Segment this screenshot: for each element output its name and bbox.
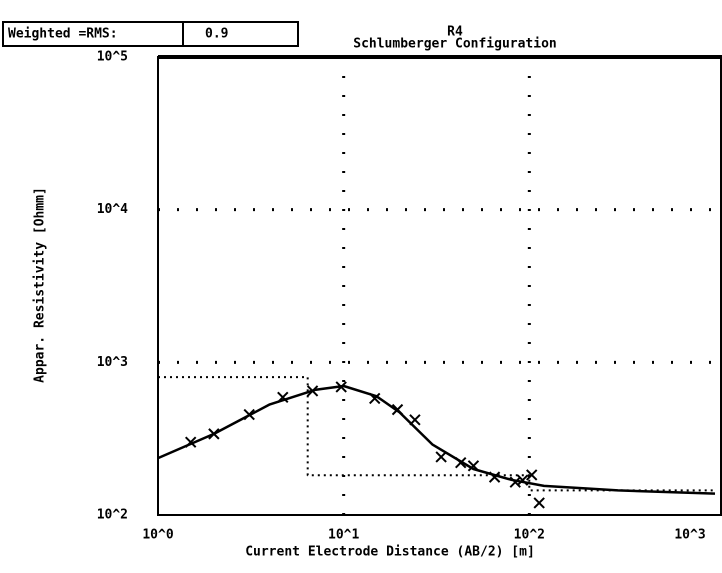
x-tick-label: 10^3 [674,528,705,543]
y-axis-label: Appar. Resistivity [Ohmm] [33,187,48,383]
chart-subtitle: R4 [447,25,463,40]
data-point [533,497,545,509]
header-value: 0.9 [205,27,228,42]
x-tick-label: 10^0 [142,528,173,543]
y-tick-label: 10^2 [97,508,128,523]
chart-title: Schlumberger Configuration [353,37,557,52]
data-point [526,469,538,481]
y-tick-label: 10^5 [97,50,128,65]
y-tick-label: 10^4 [97,202,128,217]
header-label: Weighted =RMS: [8,27,118,42]
data-point [435,451,447,463]
model-line [158,376,715,492]
x-axis-label: Current Electrode Distance (AB/2) [m] [245,545,535,560]
header-box [2,21,299,47]
plot-frame [157,56,722,516]
x-tick-label: 10^2 [514,528,545,543]
fit-line [157,384,716,495]
y-tick-label: 10^3 [97,355,128,370]
x-tick-label: 10^1 [328,528,359,543]
